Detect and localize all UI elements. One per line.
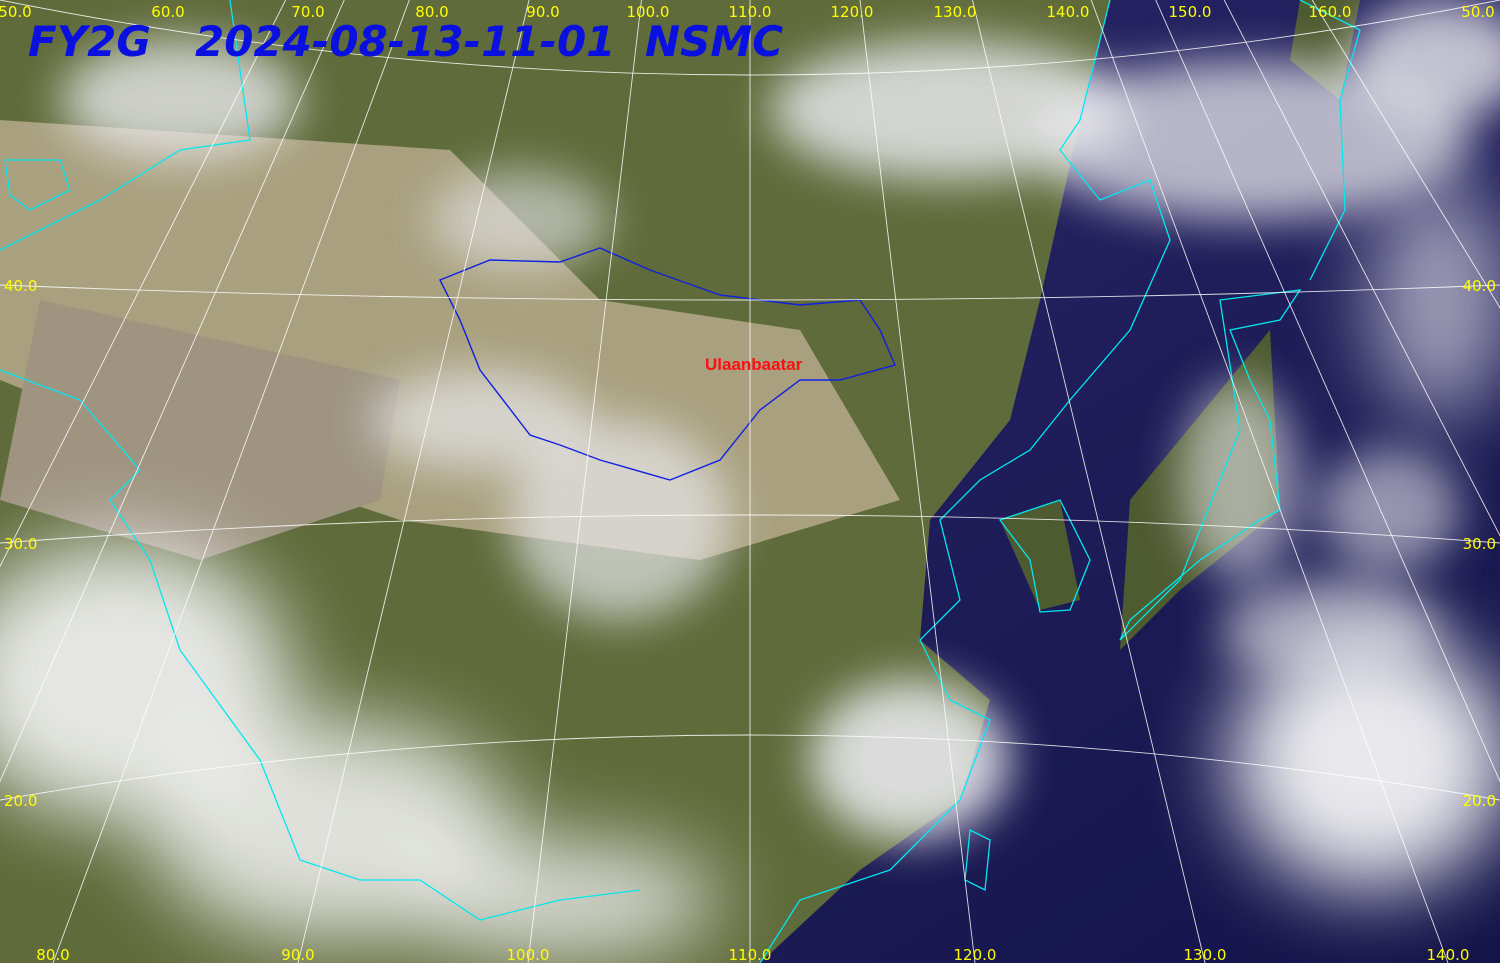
title-agency: NSMC [645,17,783,66]
meridian [1223,0,1500,537]
coast-kamchatka [1299,0,1361,281]
top-grid-label: 60.0 [151,3,184,21]
top-grid-label: 110.0 [729,3,772,21]
top-grid-label: 130.0 [934,3,977,21]
cloud-masses [0,180,1500,960]
title-satellite: FY2G [28,17,151,66]
top-grid-label: 90.0 [526,3,559,21]
right-grid-label: 30.0 [1463,535,1496,553]
right-grid-label: 40.0 [1463,277,1496,295]
bottom-grid-label: 140.0 [1427,946,1470,963]
top-grid-label: 50.0 [1461,3,1494,21]
right-grid-label: 20.0 [1463,792,1496,810]
coast-korea [998,499,1091,613]
meridian [1090,0,1449,963]
meridian [1155,0,1500,783]
mongolia-border [439,247,896,481]
meridian [971,0,1206,963]
top-grid-label: 120.0 [831,3,874,21]
meridian [52,0,410,963]
place-label: Ulaanbaatar [705,355,803,374]
top-grid-label: 70.0 [291,3,324,21]
coast-borders [0,0,641,921]
meridian [297,0,530,963]
coast-mainland [759,0,1171,963]
coast-taiwan [964,828,991,892]
left-grid-label: 40.0 [4,277,37,295]
meridian [0,0,345,783]
meridian [1311,0,1500,309]
coastlines [0,0,1361,963]
top-grid-label: 140.0 [1047,3,1090,21]
title-timestamp: 2024-08-13-11-01 [195,17,615,66]
left-grid-label: 30.0 [4,535,37,553]
labels: FY2G 2024-08-13-11-01 NSMC Ulaanbaatar 5… [0,3,1496,963]
top-grid-label: 150.0 [1169,3,1212,21]
meridian [859,0,976,963]
coast-japan [1119,289,1302,641]
bottom-grid-label: 120.0 [954,946,997,963]
top-grid-label: 50.0 [0,3,32,21]
plateau [0,300,400,560]
bottom-grid-label: 130.0 [1184,946,1227,963]
bottom-grid-label: 80.0 [36,946,69,963]
meridian [0,0,286,568]
bottom-grid-label: 100.0 [507,946,550,963]
left-grid-label: 20.0 [4,792,37,810]
meridian [527,0,642,963]
top-grid-label: 100.0 [627,3,670,21]
bottom-grid-label: 110.0 [729,946,772,963]
bottom-grid-label: 90.0 [281,946,314,963]
top-grid-label: 80.0 [415,3,448,21]
top-grid-label: 160.0 [1309,3,1352,21]
coast-lake [4,159,71,211]
